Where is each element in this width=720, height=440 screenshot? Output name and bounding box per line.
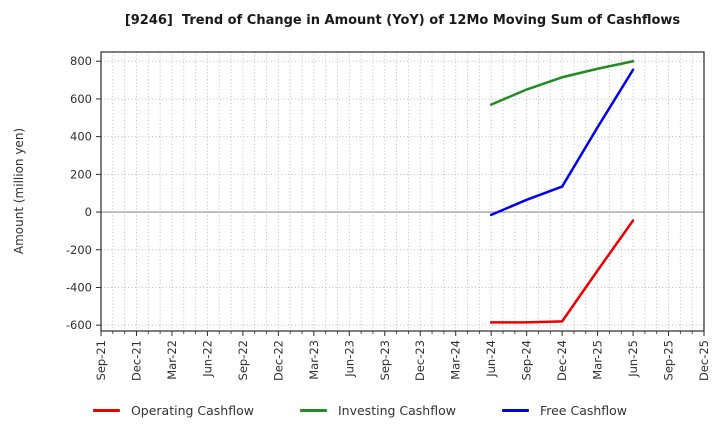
x-tick-label: Mar-25 — [591, 340, 605, 380]
y-tick-label: 400 — [70, 130, 92, 144]
y-tick-label: 800 — [70, 54, 92, 68]
legend-label-investing-cashflow: Investing Cashflow — [337, 403, 456, 418]
x-tick-label: Dec-22 — [271, 340, 285, 381]
x-tick-label: Mar-22 — [165, 340, 179, 380]
legend-swatch-investing-cashflow — [299, 409, 327, 412]
x-tick-label: Sep-22 — [236, 340, 250, 380]
legend-swatch-operating-cashflow — [92, 409, 120, 412]
x-tick-label: Jun-22 — [200, 340, 214, 378]
series-line-operating-cashflow — [489, 219, 635, 324]
y-tick-label: 200 — [70, 167, 92, 181]
legend-label-operating-cashflow: Operating Cashflow — [130, 403, 254, 418]
x-tick-label: Dec-24 — [555, 340, 569, 381]
y-tick-label: 600 — [70, 92, 92, 106]
x-tick-label: Dec-23 — [413, 340, 427, 381]
x-tick-label: Sep-21 — [94, 340, 108, 380]
y-tick-label: -600 — [66, 318, 92, 332]
y-tick-label: 0 — [85, 205, 92, 219]
x-tick-label: Dec-25 — [697, 340, 711, 381]
x-tick-label: Mar-24 — [449, 340, 463, 380]
x-tick-label: Mar-23 — [307, 340, 321, 380]
legend: Operating Cashflow Investing Cashflow Fr… — [0, 403, 720, 418]
series-line-free-cashflow — [489, 68, 635, 217]
series-line-investing-cashflow — [489, 59, 635, 106]
x-tick-label: Sep-23 — [378, 340, 392, 380]
legend-swatch-free-cashflow — [501, 409, 529, 412]
x-tick-label: Jun-23 — [342, 340, 356, 378]
y-tick-label: -200 — [66, 243, 92, 257]
legend-item-free-cashflow: Free Cashflow — [501, 403, 628, 418]
legend-label-free-cashflow: Free Cashflow — [539, 403, 628, 418]
plot-border — [100, 51, 705, 332]
legend-item-investing-cashflow: Investing Cashflow — [299, 403, 456, 418]
y-tick-label: -400 — [66, 280, 92, 294]
x-tick-label: Dec-21 — [129, 340, 143, 381]
x-tick-label: Jun-24 — [484, 340, 498, 378]
chart-title: [9246] Trend of Change in Amount (YoY) o… — [124, 13, 681, 28]
x-tick-label: Sep-24 — [520, 340, 534, 380]
x-tick-label: Jun-25 — [626, 340, 640, 378]
legend-item-operating-cashflow: Operating Cashflow — [92, 403, 254, 418]
x-tick-label: Sep-25 — [662, 340, 676, 380]
